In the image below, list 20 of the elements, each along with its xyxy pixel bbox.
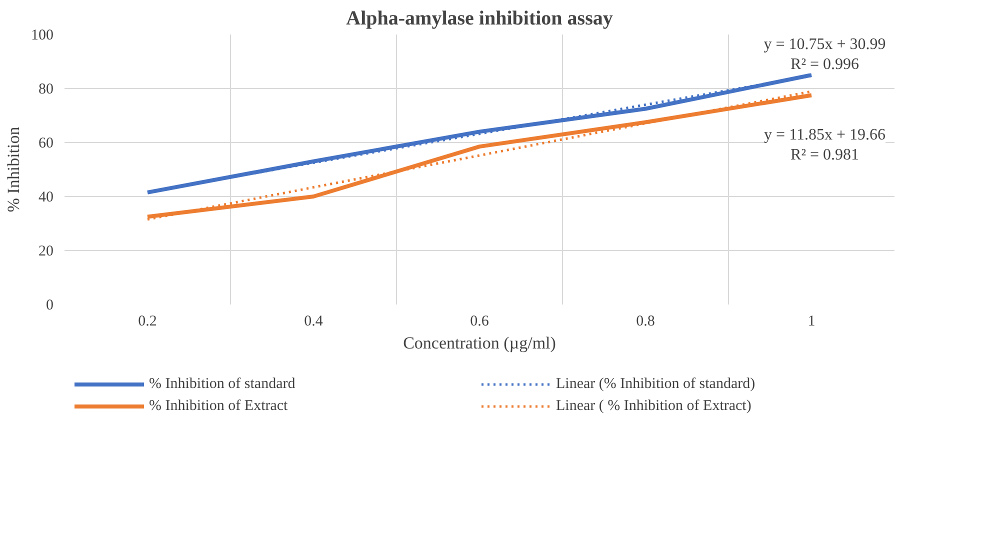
- y-tick-label: 80: [38, 82, 54, 98]
- x-tick-label: 0.8: [636, 314, 655, 330]
- legend-label: Linear ( % Inhibition of Extract): [556, 398, 752, 414]
- y-tick-label: 40: [38, 190, 54, 206]
- y-tick-label: 0: [46, 298, 54, 314]
- x-tick-label: 0.4: [304, 314, 324, 330]
- y-tick-label: 20: [38, 244, 54, 260]
- x-axis-title: Concentration (µg/ml): [403, 334, 556, 352]
- legend-label: Linear (% Inhibition of standard): [556, 376, 756, 392]
- y-tick-label: 60: [38, 136, 54, 152]
- x-tick-label: 0.2: [138, 314, 157, 330]
- x-tick-label: 1: [808, 314, 816, 330]
- annotation: y = 10.75x + 30.99 R² = 0.996: [764, 36, 886, 74]
- x-tick-label: 0.6: [470, 314, 490, 330]
- legend-label: % Inhibition of standard: [149, 376, 296, 392]
- y-tick-label: 100: [31, 28, 54, 44]
- chart-title: Alpha-amylase inhibition assay: [346, 8, 613, 30]
- legend-label: % Inhibition of Extract: [149, 398, 289, 414]
- y-axis-title: % Inhibition: [4, 126, 23, 212]
- annotation: y = 11.85x + 19.66 R² = 0.981: [764, 126, 886, 164]
